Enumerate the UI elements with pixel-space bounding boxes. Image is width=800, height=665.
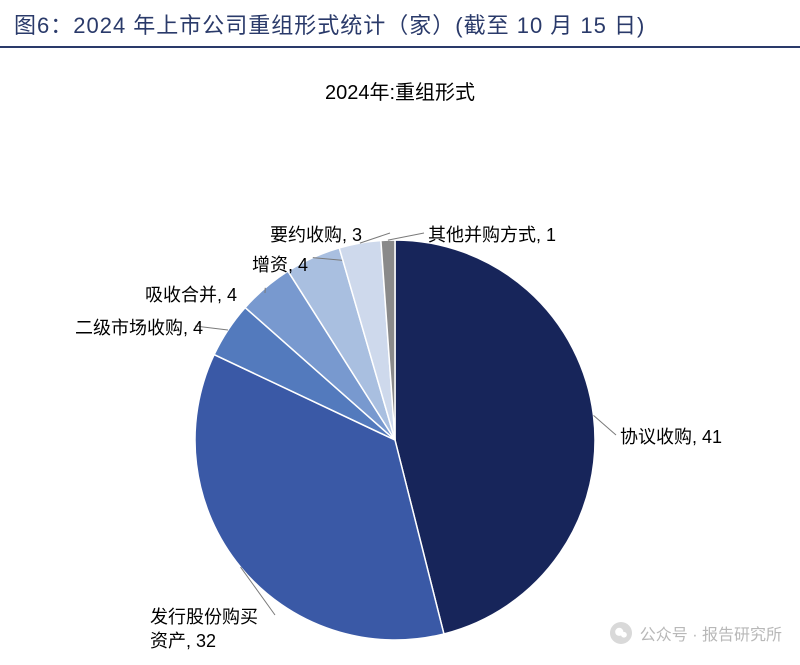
pie-chart: 协议收购, 41 发行股份购买 资产, 32 二级市场收购, 4 吸收合并, 4 增资,…: [0, 105, 800, 665]
slice-label: 二级市场收购, 4: [75, 316, 203, 340]
pie-svg: [0, 105, 800, 665]
watermark: 公众号 · 报告研究所: [610, 621, 782, 645]
figure-header: 图6：2024 年上市公司重组形式统计（家）(截至 10 月 15 日): [0, 0, 800, 48]
wechat-icon: [610, 622, 632, 644]
slice-label: 要约收购, 3: [270, 223, 362, 247]
figure-title: 图6：2024 年上市公司重组形式统计（家）(截至 10 月 15 日): [14, 8, 786, 40]
slice-label: 其他并购方式, 1: [428, 223, 556, 247]
leader-line: [593, 415, 616, 435]
watermark-text: 公众号 · 报告研究所: [640, 621, 782, 645]
leader-line: [388, 233, 424, 240]
slice-label: 吸收合并, 4: [145, 283, 237, 307]
slice-label: 增资, 4: [252, 253, 308, 277]
chart-title: 2024年:重组形式: [0, 76, 800, 105]
slice-label: 协议收购, 41: [620, 425, 722, 449]
slice-label: 发行股份购买 资产, 32: [150, 605, 258, 654]
